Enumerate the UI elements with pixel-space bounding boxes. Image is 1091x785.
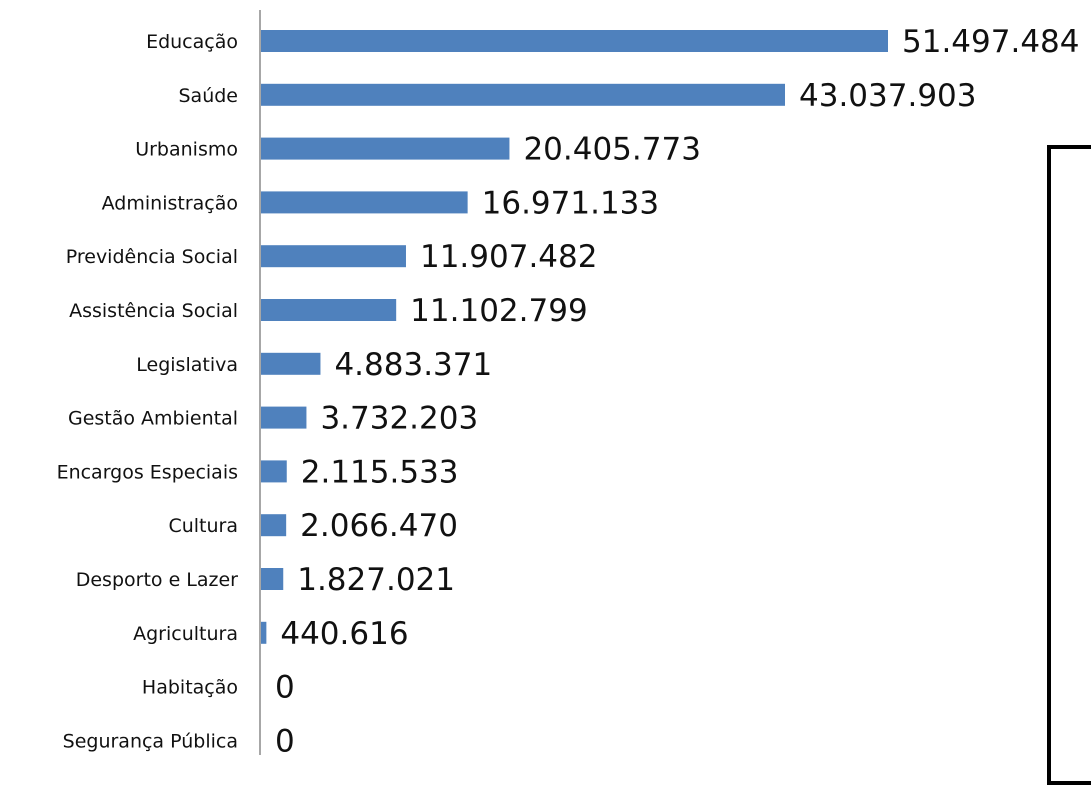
data-label: 43.037.903 (799, 78, 977, 114)
bar (261, 621, 267, 644)
category-label: Saúde (179, 85, 239, 107)
data-label: 11.102.799 (410, 293, 588, 329)
category-label: Agricultura (133, 623, 238, 645)
bar (261, 514, 287, 537)
data-label: 2.066.470 (300, 508, 458, 544)
bar (261, 299, 397, 321)
data-label: 20.405.773 (523, 132, 701, 168)
category-label: Segurança Pública (63, 730, 238, 752)
bar (261, 191, 468, 214)
bar (261, 245, 406, 268)
category-label: Administração (102, 192, 238, 214)
data-label: 0 (275, 723, 295, 755)
data-label: 51.497.484 (902, 24, 1080, 60)
category-label: Assistência Social (69, 300, 238, 322)
data-labels-group: 51.497.484 43.037.903 20.405.773 16.971.133… (275, 24, 1080, 755)
bar (261, 137, 510, 160)
data-label: 2.115.533 (301, 454, 459, 490)
category-label: Encargos Especiais (57, 461, 238, 483)
data-label: 1.827.021 (297, 562, 455, 598)
category-label: Cultura (168, 515, 238, 537)
bar (261, 460, 287, 483)
category-labels-group: Educação Saúde Urbanismo Administração Previ… (57, 31, 239, 752)
data-label: 4.883.371 (334, 347, 492, 383)
bar (261, 83, 786, 106)
category-label: Habitação (142, 677, 238, 699)
data-label: 11.907.482 (420, 239, 598, 275)
overlapping-shape-frame (1047, 145, 1091, 785)
bar-chart: Educação Saúde Urbanismo Administração Previ… (57, 10, 1080, 755)
category-label: Educação (146, 31, 238, 53)
category-label: Legislativa (136, 354, 238, 376)
bars-group (261, 30, 888, 644)
category-label: Urbanismo (135, 139, 238, 161)
data-label: 0 (275, 670, 295, 706)
data-label: 3.732.203 (320, 401, 478, 437)
data-label: 16.971.133 (482, 185, 660, 221)
category-label: Gestão Ambiental (68, 408, 238, 430)
bar (261, 568, 284, 590)
bar (261, 352, 321, 375)
bar (261, 30, 888, 52)
category-label: Previdência Social (66, 246, 238, 268)
category-label: Desporto e Lazer (76, 569, 238, 591)
data-label: 440.616 (280, 616, 408, 652)
bar (261, 406, 307, 429)
